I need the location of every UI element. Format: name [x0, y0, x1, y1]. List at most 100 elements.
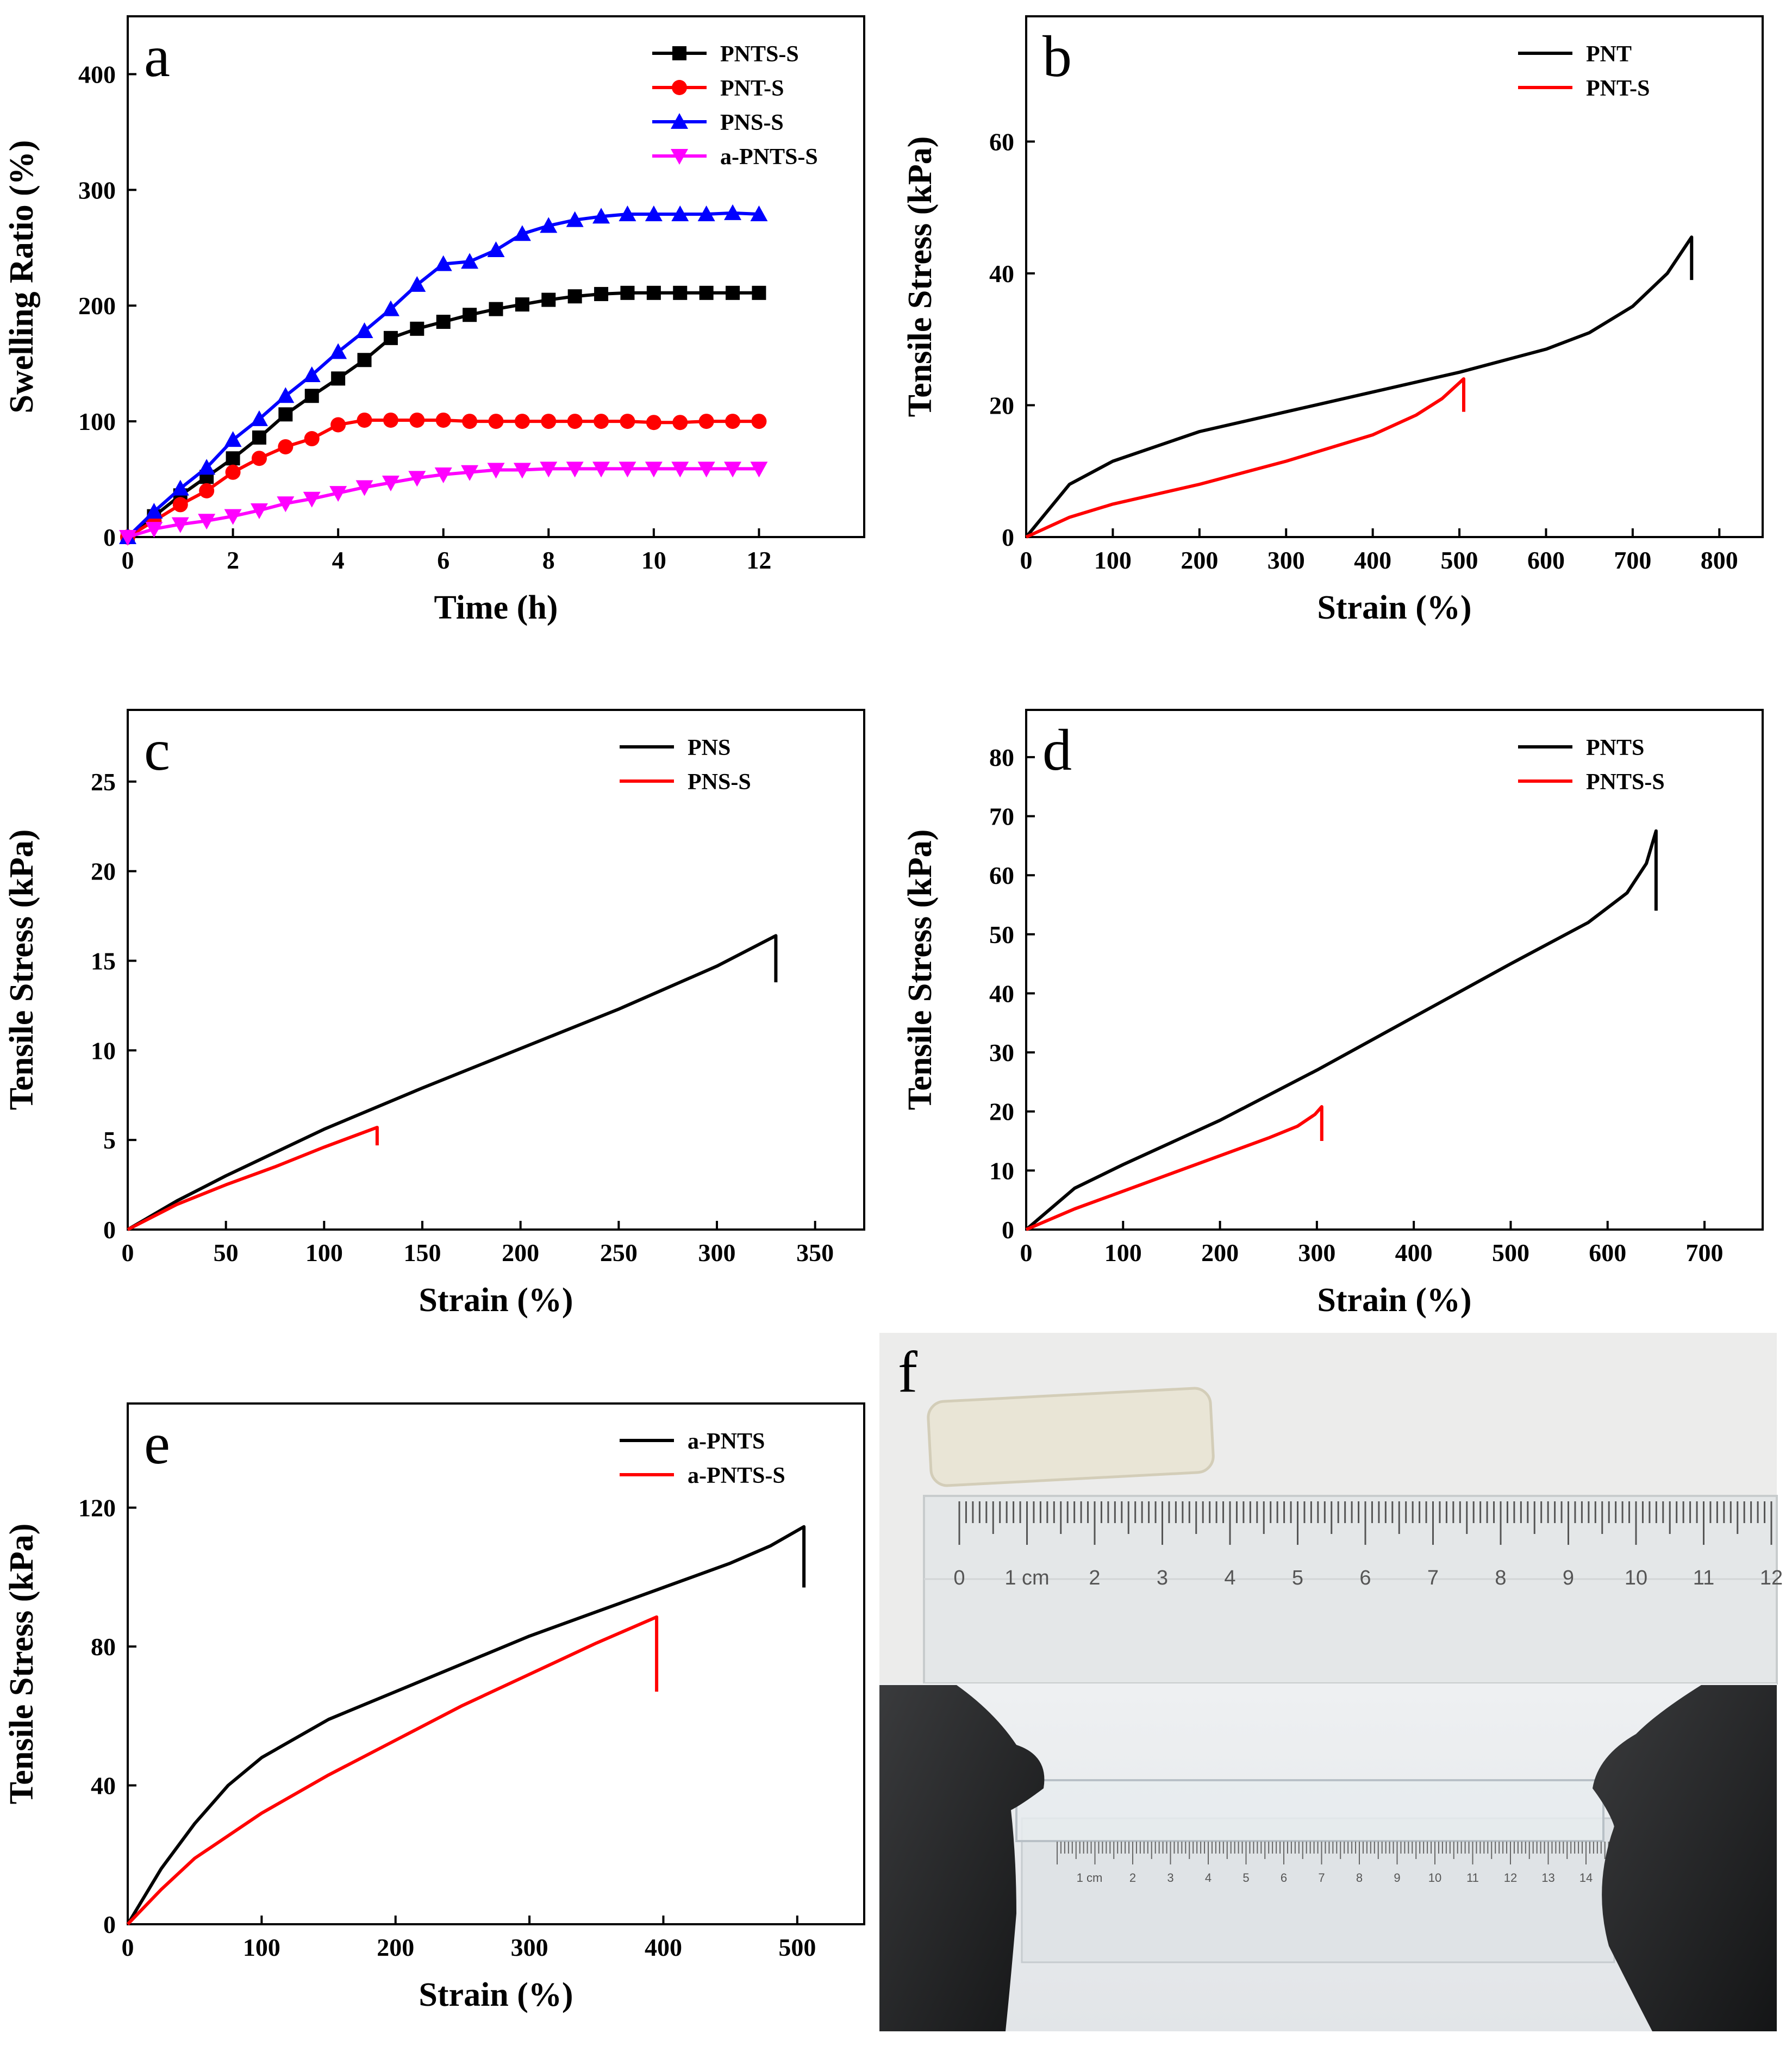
series-line-PNS	[127, 934, 778, 1231]
panel-f-photo: 0 1 cm 2 3 4 5 6 7 8 9 10 11 12 f 1 cm 2 3 4 5 6 7 8 9 10 11 12…	[879, 1333, 1783, 2031]
y-tick-label: 20	[989, 391, 1014, 419]
data-point-PNTS-S	[463, 308, 477, 322]
ruler-label: 5	[1292, 1567, 1303, 1589]
y-tick-label: 0	[1002, 523, 1014, 551]
ruler-label: 3	[1157, 1567, 1168, 1589]
x-tick-label: 6	[437, 546, 449, 574]
x-tick-label: 200	[1181, 546, 1218, 574]
legend-label: PNS-S	[688, 770, 751, 795]
data-point-PNT-S	[225, 464, 241, 480]
data-point-PNT-S	[304, 431, 320, 447]
legend-marker	[671, 149, 688, 165]
data-point-PNS-S	[487, 241, 505, 258]
y-tick-label: 0	[103, 1911, 116, 1938]
ruler-label: 10	[1625, 1567, 1647, 1589]
data-point-PNTS-S	[357, 353, 372, 367]
panel-b-tensile-chart: 0 100 200 300 400 500 600 700 800 0 20 40 60 Strain (…	[902, 15, 1764, 626]
data-point-PNT-S	[514, 414, 530, 429]
y-tick-label: 200	[78, 292, 116, 320]
data-point-PNTS-S	[541, 292, 556, 307]
data-point-PNS-S	[461, 253, 479, 269]
ruler-label: 10	[1428, 1871, 1441, 1885]
ruler-label: 13	[1541, 1871, 1554, 1885]
plot-frame	[1025, 709, 1764, 1231]
x-tick-label: 100	[1094, 546, 1132, 574]
data-point-a-PNTS-S	[303, 491, 321, 508]
ruler-label: 5	[1242, 1871, 1249, 1885]
data-point-a-PNTS-S	[671, 461, 689, 478]
y-tick-label: 25	[91, 768, 116, 796]
data-point-PNS-S	[303, 366, 321, 382]
ruler-label: 6	[1281, 1871, 1287, 1885]
data-point-a-PNTS-S	[487, 463, 505, 479]
y-tick-label: 10	[989, 1157, 1014, 1184]
data-point-PNTS-S	[383, 330, 398, 345]
legend-label: PNS	[688, 735, 730, 760]
data-point-PNS-S	[145, 503, 163, 519]
data-point-a-PNTS-S	[724, 461, 742, 478]
y-tick-label: 5	[103, 1126, 116, 1154]
glove-left	[879, 1685, 1045, 2031]
data-point-PNTS-S	[410, 321, 424, 336]
x-tick-label: 350	[796, 1239, 834, 1267]
data-point-a-PNTS-S	[119, 530, 136, 546]
x-tick-label: 700	[1614, 546, 1651, 574]
data-point-PNT-S	[672, 415, 688, 431]
ruler-label: 2	[1089, 1567, 1100, 1589]
panel-d-tensile-chart: 0 100 200 300 400 500 600 700 0 10 20 30 40 50 60 70 80 S…	[902, 709, 1764, 1319]
panel-label: b	[1042, 24, 1072, 89]
ruler-label: 4	[1205, 1871, 1212, 1885]
y-tick-label: 40	[989, 260, 1014, 288]
y-tick-label: 40	[989, 980, 1014, 1007]
ruler-label: 9	[1563, 1567, 1574, 1589]
ruler-label: 3	[1167, 1871, 1173, 1885]
y-tick-label: 80	[989, 744, 1014, 771]
x-axis-title: Strain (%)	[419, 1282, 573, 1319]
data-point-PNT-S	[172, 497, 188, 513]
ruler-label: 4	[1224, 1567, 1235, 1589]
x-tick-label: 2	[227, 546, 239, 574]
y-tick-label: 80	[91, 1633, 116, 1661]
x-tick-label: 200	[1201, 1239, 1239, 1267]
data-point-PNS-S	[697, 205, 715, 222]
series-line-PNTS-S	[1025, 1105, 1323, 1231]
data-point-a-PNTS-S	[382, 475, 399, 491]
x-tick-label: 8	[542, 546, 555, 574]
panel-c-tensile-chart: 0 50 100 150 200 250 300 350 0 5 10 15 20 25 Strain (%…	[3, 709, 865, 1319]
x-tick-label: 250	[600, 1239, 638, 1267]
y-axis-title: Tensile Stress (kPa)	[902, 136, 939, 417]
ruler-label: 11	[1693, 1567, 1714, 1589]
data-point-a-PNTS-S	[224, 509, 242, 525]
legend-label: PNT-S	[1586, 76, 1650, 101]
y-axis-title: Tensile Stress (kPa)	[3, 829, 40, 1111]
data-point-PNTS-S	[673, 285, 688, 300]
data-point-PNT-S	[462, 414, 478, 429]
data-point-PNS-S	[592, 208, 610, 224]
y-axis-title: Tensile Stress (kPa)	[3, 1524, 40, 1805]
y-tick-label: 60	[989, 128, 1014, 155]
legend-marker	[672, 46, 686, 60]
panel-a-swelling-chart: 0 2 4 6 8 10 12 0 100 200 300 400 Time (h) Swelling R…	[3, 15, 865, 626]
data-point-PNS-S	[724, 204, 742, 220]
stretched-hydrogel	[1015, 1779, 1604, 1842]
y-tick-label: 10	[91, 1037, 116, 1064]
legend-label: PNTS-S	[720, 42, 799, 67]
x-tick-label: 800	[1701, 546, 1738, 574]
x-tick-label: 300	[1298, 1239, 1335, 1267]
x-tick-label: 500	[1492, 1239, 1529, 1267]
x-tick-label: 0	[122, 1933, 134, 1961]
data-point-PNTS-S	[226, 451, 240, 466]
data-point-PNT-S	[330, 417, 346, 433]
data-point-a-PNTS-S	[198, 514, 216, 530]
data-point-PNS-S	[277, 387, 295, 403]
data-point-a-PNTS-S	[329, 486, 347, 502]
y-tick-label: 20	[91, 858, 116, 885]
ruler-label: 12	[1504, 1871, 1517, 1885]
y-tick-label: 50	[989, 921, 1014, 949]
data-point-a-PNTS-S	[645, 461, 663, 478]
data-point-PNTS-S	[594, 286, 609, 301]
ruler-label: 0	[953, 1567, 965, 1589]
x-axis-title: Strain (%)	[419, 1976, 573, 2013]
ruler-label: 7	[1318, 1871, 1325, 1885]
legend-label: a-PNTS-S	[688, 1463, 785, 1488]
